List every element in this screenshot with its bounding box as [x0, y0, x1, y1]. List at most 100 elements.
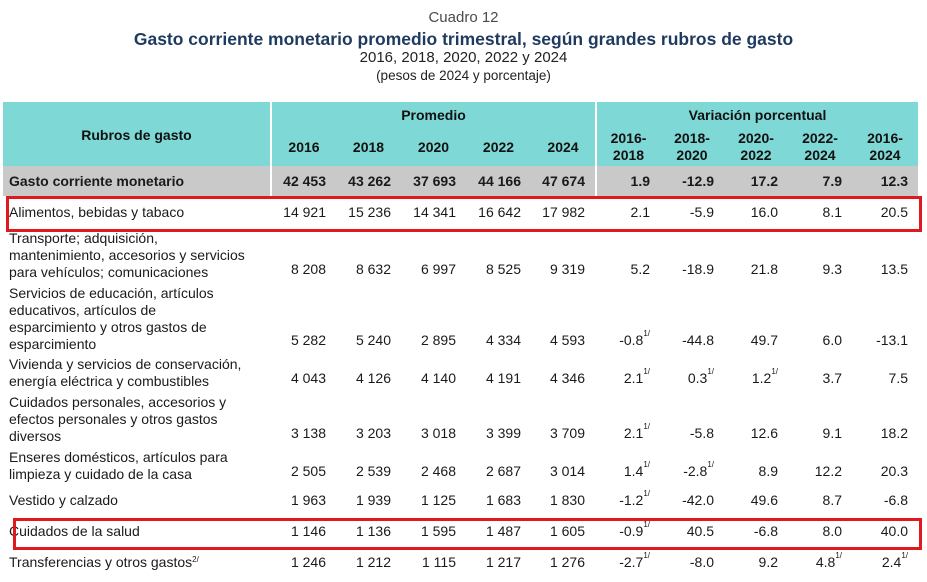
row-label-text: Cuidados personales, accesorios y — [9, 394, 227, 410]
value-cell: 1 217 — [485, 554, 521, 570]
header-var-period-start: 2020- — [738, 130, 774, 146]
variation-cell: -18.9 — [660, 228, 724, 283]
table-row: Vivienda y servicios de conservación, ene… — [3, 354, 918, 392]
variation-value: -6.8 — [883, 492, 908, 508]
row-label-line: Transporte; adquisición, — [9, 230, 271, 247]
value-cell: 8 632 — [355, 261, 391, 277]
value-cell: 1 246 — [290, 554, 326, 570]
value-cell: 1 487 — [485, 523, 521, 539]
value-cell: 14 921 — [283, 204, 326, 220]
row-label-text: educativos, artículos de — [9, 301, 157, 318]
variation-cell: 12.6 — [724, 392, 788, 447]
variation-value: -0.9 — [619, 523, 644, 539]
value-cell: 3 203 — [355, 425, 391, 441]
table-units: (pesos de 2024 y porcentaje) — [376, 68, 551, 83]
header-year-2020: 2020 — [401, 128, 466, 166]
row-label: Transporte; adquisición, mantenimiento, a… — [3, 228, 271, 283]
variation-cell: 4.81/ — [788, 547, 852, 577]
row-label-line: efectos personales y otros gastos — [9, 411, 271, 428]
variation-value: 5.2 — [630, 261, 650, 277]
variation-cell: 8.0 — [788, 515, 852, 547]
variation-value: 8.1 — [822, 204, 842, 220]
header-year-2022: 2022 — [466, 128, 531, 166]
row-label-line: Vestido y calzado — [9, 492, 271, 509]
header-rubros: Rubros de gasto — [3, 102, 272, 166]
variation-cell: -12.9 — [660, 166, 724, 196]
variation-value: 1.9 — [630, 173, 650, 189]
value-cell: 1 605 — [549, 523, 585, 539]
row-label-line: educativos, artículos de — [9, 302, 271, 319]
variation-cell: 12.3 — [852, 166, 918, 196]
row-label: Servicios de educación, artículos educati… — [3, 283, 271, 354]
variation-value: -18.9 — [682, 261, 714, 277]
variation-cell: -44.8 — [660, 283, 724, 354]
value-cell: 1 115 — [422, 554, 456, 570]
variation-cell: 9.2 — [724, 547, 788, 577]
footnote-marker: 1/ — [643, 551, 650, 560]
row-label-line: Cuidados personales, accesorios y — [9, 394, 271, 411]
row-label-text: Alimentos, bebidas y tabaco — [9, 203, 185, 220]
variation-value: 9.2 — [758, 554, 778, 570]
table-row: Servicios de educación, artículos educati… — [3, 283, 918, 354]
row-label: Gasto corriente monetario — [3, 166, 272, 196]
variation-cell: 8.9 — [724, 447, 788, 485]
value-cell: 2 687 — [485, 463, 521, 479]
variation-cell: 17.2 — [724, 166, 788, 196]
header-promedio: Promedio — [271, 102, 597, 128]
variation-value: 1.4 — [623, 463, 644, 479]
footnote-marker: 1/ — [643, 367, 650, 376]
table-years: 2016, 2018, 2020, 2022 y 2024 — [359, 49, 568, 66]
footnote-marker: 1/ — [643, 460, 650, 469]
variation-cell: -13.1 — [852, 283, 918, 354]
row-label-text: esparcimiento y otros gastos de — [9, 318, 207, 335]
footnote-marker: 1/ — [835, 551, 842, 560]
variation-cell: 7.9 — [788, 166, 852, 196]
row-label-line: Alimentos, bebidas y tabaco — [9, 204, 271, 221]
data-table: Rubros de gasto Promedio Variación porce… — [3, 102, 918, 577]
variation-value: 21.8 — [750, 261, 778, 277]
value-cell: 5 240 — [355, 332, 391, 348]
row-label-line: esparcimiento y otros gastos de — [9, 319, 271, 336]
variation-value: 20.3 — [880, 463, 908, 479]
row-label-line: mantenimiento, accesorios y servicios — [9, 247, 271, 264]
table-row: Cuidados de la salud 1 146 1 136 1 595 1 487… — [3, 515, 918, 547]
header-var-period-end: 2024 — [804, 147, 836, 163]
variation-cell: 8.7 — [788, 485, 852, 515]
value-cell: 1 125 — [420, 492, 456, 508]
value-cell: 37 693 — [401, 166, 466, 196]
table-row: Vestido y calzado 1 963 1 939 1 125 1 683 1 8… — [3, 485, 918, 515]
variation-cell: 2.41/ — [852, 547, 918, 577]
header-var-period-end: 2020 — [676, 147, 708, 163]
variation-cell: 5.2 — [595, 228, 660, 283]
header-year-2016: 2016 — [271, 128, 336, 166]
variation-cell: 2.11/ — [595, 392, 660, 447]
variation-cell: 3.7 — [788, 354, 852, 392]
row-label: Enseres domésticos, artículos para limpie… — [3, 447, 271, 485]
footnote-marker: 1/ — [901, 551, 908, 560]
variation-value: 8.7 — [822, 492, 842, 508]
value-cell: 15 236 — [348, 204, 391, 220]
variation-value: -42.0 — [682, 492, 714, 508]
variation-value: 3.7 — [822, 370, 842, 386]
value-cell: 1 963 — [290, 492, 326, 508]
value-cell: 4 140 — [420, 370, 456, 386]
variation-cell: 1.21/ — [724, 354, 788, 392]
row-label-line: Vivienda y servicios de conservación, — [9, 356, 271, 373]
variation-value: -8.0 — [689, 554, 714, 570]
header-year-2024: 2024 — [531, 128, 597, 166]
variation-cell: -5.9 — [660, 196, 724, 228]
variation-value: 8.0 — [822, 523, 842, 539]
header-var-period: 2022- 2024 — [788, 128, 852, 166]
variation-cell: -6.8 — [724, 515, 788, 547]
variation-cell: 1.9 — [595, 166, 660, 196]
value-cell: 3 399 — [485, 425, 521, 441]
header-year-2018: 2018 — [336, 128, 401, 166]
value-cell: 14 341 — [413, 204, 456, 220]
value-cell: 1 276 — [549, 554, 585, 570]
value-cell: 16 642 — [478, 204, 521, 220]
row-label: Cuidados de la salud — [3, 515, 271, 547]
row-label-line: Enseres domésticos, artículos para — [9, 449, 271, 466]
value-cell: 2 505 — [290, 463, 326, 479]
footnote-marker: 1/ — [643, 520, 650, 529]
row-label: Transferencias y otros gastos2/ — [3, 547, 271, 577]
